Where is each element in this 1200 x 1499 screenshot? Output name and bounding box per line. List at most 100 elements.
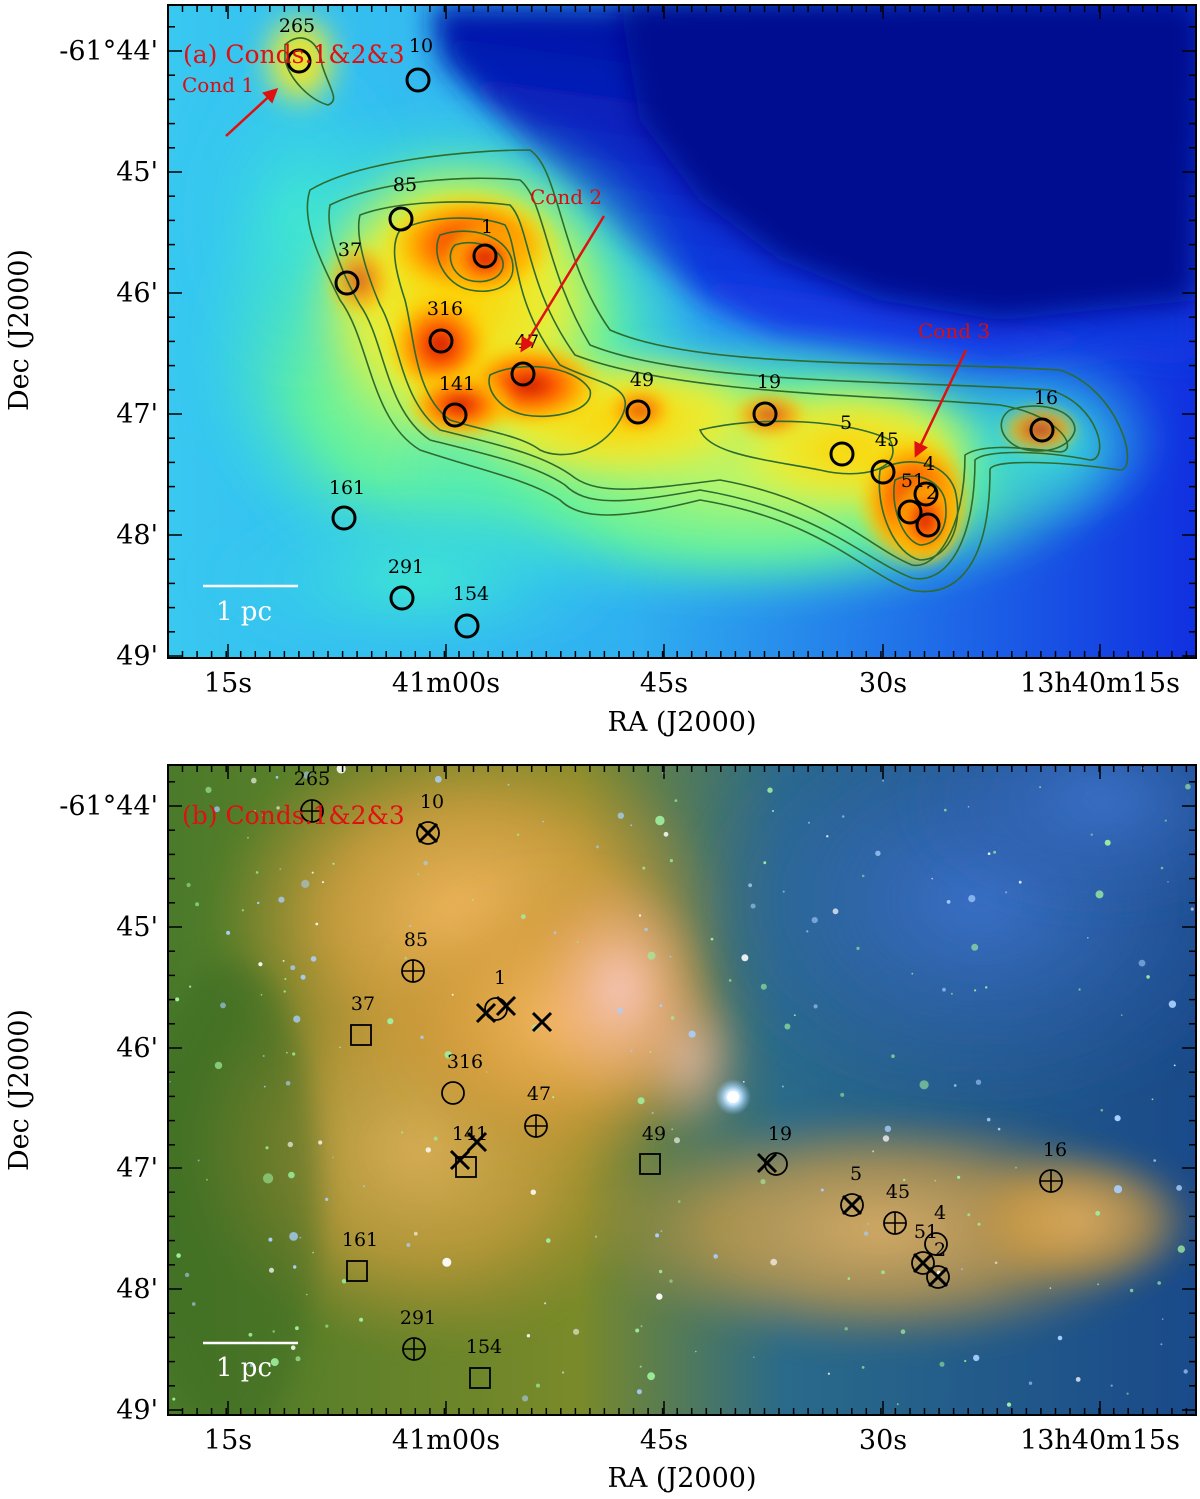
field-stars [169,765,1194,1407]
star [872,1150,875,1153]
star [1173,1064,1176,1067]
star [197,1159,200,1162]
star [325,1197,329,1201]
source-label: 10 [409,35,433,57]
x-tick-label: 45s [640,668,688,699]
yso-cross [466,1131,488,1153]
y-tick-label: 48' [116,520,158,551]
star [939,1361,945,1367]
source-label: 37 [338,239,362,261]
panel-b-image [168,765,1196,1415]
star [748,883,752,888]
star [1095,1210,1101,1216]
star [760,1179,766,1185]
source-label: 265 [279,15,315,37]
star [189,985,192,988]
star [936,1270,941,1275]
star [241,909,245,912]
source-circle [389,585,415,611]
source-circle [1029,417,1055,443]
star [713,1254,718,1259]
star [636,1389,642,1395]
cond-2-arrow [520,215,606,353]
star [1018,880,1022,884]
star [967,1213,971,1217]
star [272,1330,275,1333]
star [552,1096,555,1099]
source-label: 265 [294,768,330,790]
star [293,1265,297,1269]
source-circle [334,270,360,296]
star [293,1015,301,1023]
panel-b-ylabel: Dec (J2000) [4,1009,35,1171]
star [896,1403,899,1406]
star [1167,881,1169,883]
y-tick-label: 47' [116,1153,158,1184]
y-tick-label: 45' [116,912,158,943]
star [967,806,970,808]
star [861,1366,865,1369]
star [881,1270,885,1275]
panel-a-frame [167,4,1197,659]
star [1039,786,1041,788]
star [530,1189,536,1195]
star [269,1267,274,1273]
star [763,861,767,865]
star [596,845,599,849]
star [195,902,200,907]
star [781,1085,784,1088]
star [784,1023,791,1030]
star [677,1200,681,1203]
panel-a-ylabel: Dec (J2000) [4,249,35,411]
star [261,814,264,817]
star [1160,1343,1163,1346]
star [993,850,997,854]
star [363,1185,365,1187]
star [423,860,428,866]
source-square [350,1024,372,1046]
source-label: 1 [481,216,493,238]
star [642,866,646,870]
cross-mark [927,1266,949,1288]
star [287,1141,293,1148]
source-circle [454,613,480,639]
star [413,1231,418,1236]
source-label: 2 [934,1239,946,1261]
star [630,1049,633,1052]
star [310,956,317,962]
star [315,922,319,926]
panel-b: 2651085137316471414919545451216161291154… [4,764,1197,1494]
cond-3-arrow [914,349,968,458]
star [663,831,669,837]
star [968,895,976,903]
x-tick-label: 15s [204,1425,252,1456]
star [1177,1245,1186,1253]
star [811,917,818,924]
star [542,820,544,823]
source-label: 45 [886,1181,910,1203]
star [986,1117,991,1122]
star [882,779,885,782]
star [670,1016,675,1020]
star [1110,1384,1113,1387]
star [710,937,714,941]
star [997,1127,1001,1131]
star [827,1372,831,1375]
star [226,930,231,935]
star [248,1332,253,1337]
source-circle [416,821,440,845]
panel-b-xlabel: RA (J2000) [607,1463,756,1494]
star [594,1235,598,1238]
source-label: 51 [914,1221,938,1243]
star [1087,937,1089,939]
star [282,959,285,962]
star [336,765,346,774]
star [318,1140,323,1145]
star [404,956,408,960]
star [882,1135,890,1142]
star [184,1272,190,1278]
cond-3-label: Cond 3 [918,319,990,343]
source-label: 49 [642,1123,666,1145]
cross-mark [417,822,439,844]
source-circle [911,1251,935,1275]
